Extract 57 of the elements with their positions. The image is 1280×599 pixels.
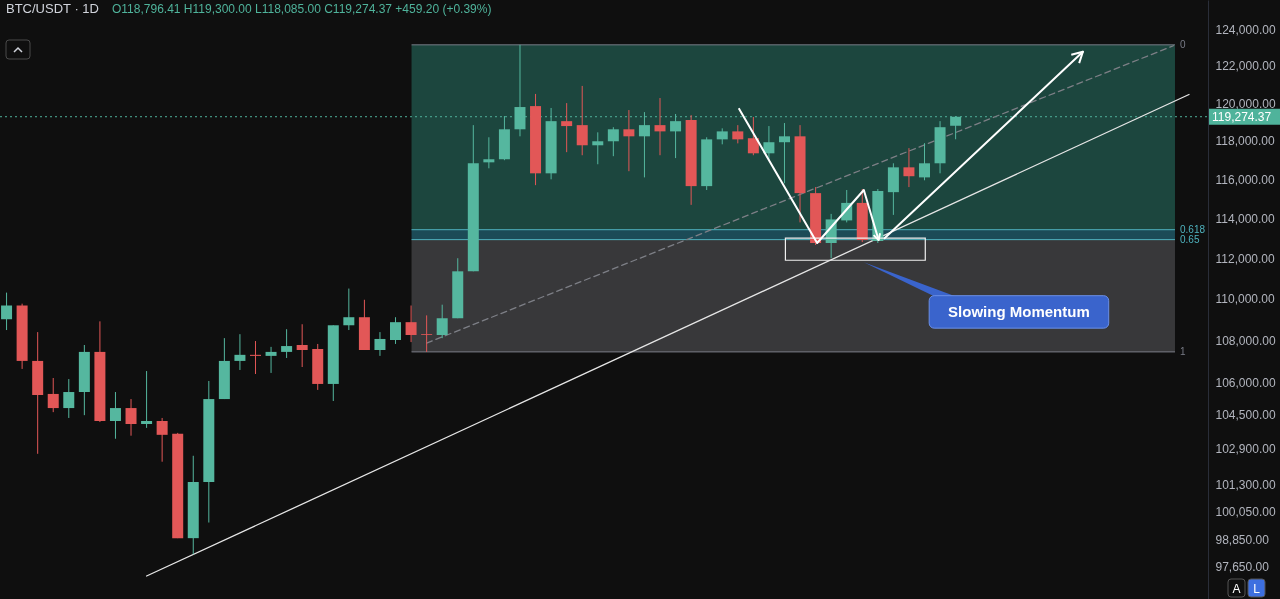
candlestick — [374, 331, 386, 357]
candlestick — [296, 323, 308, 368]
candlestick — [421, 314, 433, 353]
candlestick — [141, 370, 153, 429]
y-tick-label: 104,500.00 — [1215, 407, 1276, 422]
candlestick — [436, 304, 448, 339]
y-tick-label: 114,000.00 — [1215, 211, 1275, 226]
annotation: 0 — [1179, 38, 1186, 50]
candlestick — [732, 124, 744, 144]
candlestick — [607, 126, 619, 157]
y-tick-label: 124,000.00 — [1215, 22, 1276, 37]
candlestick — [281, 328, 293, 359]
candlestick — [234, 333, 246, 371]
candlestick — [919, 142, 930, 181]
y-tick-label: 118,000.00 — [1215, 134, 1275, 149]
chart-subtitle: O118,796.41 H119,300.00 L118,085.00 C119,274.37 +459.20 (+0.39%) — [112, 2, 492, 16]
candlestick — [1, 292, 13, 331]
candlestick — [763, 125, 775, 161]
y-tick-label: 122,000.00 — [1215, 59, 1276, 74]
y-tick-label: 106,000.00 — [1215, 375, 1276, 390]
candlestick — [561, 102, 573, 153]
y-tick-label: 98,850.00 — [1215, 532, 1270, 547]
y-tick-label: 110,000.00 — [1215, 292, 1275, 307]
y-tick-label: 120,000.00 — [1215, 96, 1276, 111]
candlestick — [265, 346, 277, 374]
y-tick-label: 108,000.00 — [1215, 333, 1276, 348]
candlestick — [343, 288, 355, 331]
annotation: 1 — [1179, 345, 1186, 357]
y-tick-label: 112,000.00 — [1215, 251, 1275, 266]
candlestick — [156, 417, 168, 463]
candlestick — [249, 340, 261, 375]
candlestick — [405, 305, 417, 343]
candlestick — [778, 122, 790, 184]
candlestick — [903, 147, 915, 188]
toggle-button: L — [1247, 578, 1266, 598]
candlestick — [390, 316, 402, 345]
y-tick-label: 102,900.00 — [1215, 442, 1276, 457]
candlestick — [747, 116, 759, 156]
candlestick — [654, 97, 666, 156]
candlestick — [592, 131, 604, 165]
chart-title: BTC/USDT · 1D — [6, 1, 99, 16]
annotation: Slowing Momentum — [948, 302, 1090, 320]
annotation: 0.65 — [1179, 233, 1200, 245]
annotation: 0.618 — [1179, 223, 1206, 235]
candlestick — [125, 398, 137, 437]
candlestick — [483, 136, 495, 169]
y-tick-label: 101,300.00 — [1215, 477, 1276, 492]
candlestick — [576, 85, 588, 156]
candlestick — [47, 377, 59, 413]
candlestick — [623, 109, 635, 172]
y-tick-label: 100,050.00 — [1215, 505, 1276, 520]
y-tick-label: 116,000.00 — [1215, 172, 1275, 187]
ref-line-label: 119,274.37 — [1212, 109, 1272, 124]
toggle-button: A — [1227, 578, 1246, 598]
y-tick-label: 97,650.00 — [1215, 560, 1270, 575]
candlestick — [109, 391, 121, 440]
candlestick — [63, 378, 75, 419]
